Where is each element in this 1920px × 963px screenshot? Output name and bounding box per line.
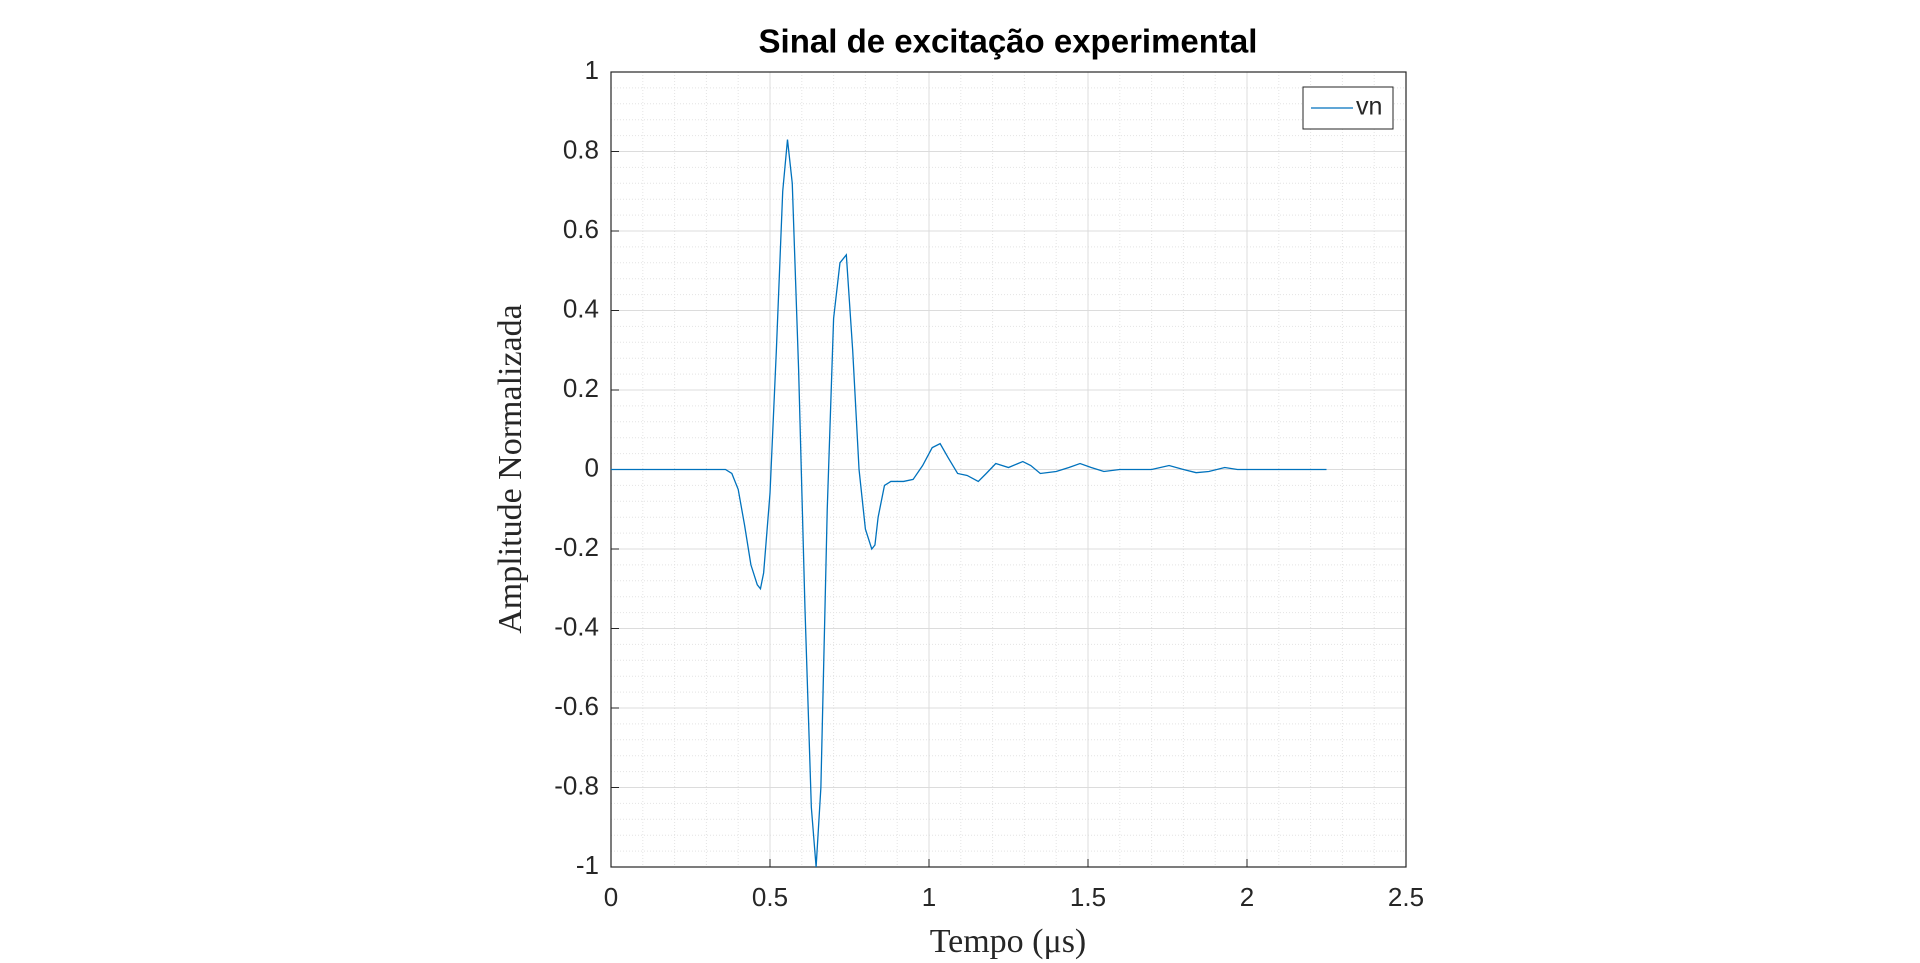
x-tick-label: 2 [1240,882,1254,912]
y-tick-label: -0.6 [554,691,599,721]
y-tick-label: 0.2 [563,373,599,403]
y-tick-label: 0 [585,452,599,482]
y-tick-label: 1 [585,55,599,85]
legend-label: vn [1356,93,1382,121]
chart-title: Sinal de excitação experimental [759,23,1258,60]
y-tick-label: 0.8 [563,134,599,164]
y-tick-label: 0.6 [563,214,599,244]
y-axis-label: Amplitude Normalizada [492,304,529,634]
x-tick-label: 0.5 [752,882,788,912]
x-axis-label: Tempo (μs) [930,923,1087,960]
series-line [611,139,1327,868]
x-tick-label: 1 [922,882,936,912]
x-tick-label: 2.5 [1388,882,1424,912]
y-tick-label: -1 [576,850,599,880]
y-tick-label: -0.8 [554,770,599,800]
y-tick-label: -0.4 [554,611,599,641]
y-tick-label: -0.2 [554,532,599,562]
y-tick-label: 0.4 [563,293,599,323]
x-tick-label: 0 [604,882,618,912]
x-tick-label: 1.5 [1070,882,1106,912]
